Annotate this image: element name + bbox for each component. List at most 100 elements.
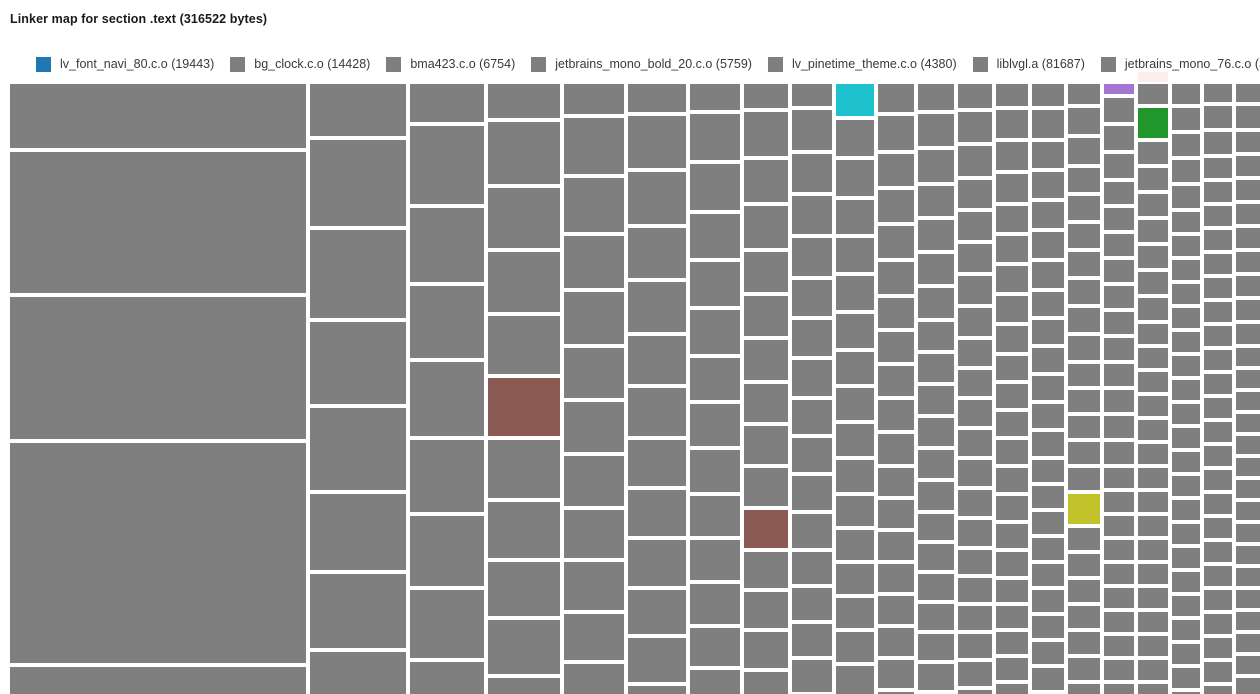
treemap-cell[interactable] bbox=[1172, 620, 1200, 640]
treemap-cell[interactable] bbox=[1032, 564, 1064, 586]
treemap-cell[interactable] bbox=[1204, 398, 1232, 418]
treemap-cell[interactable] bbox=[1236, 590, 1260, 608]
treemap-cell[interactable] bbox=[1032, 232, 1064, 258]
legend-item[interactable]: jetbrains_mono_76.c.o (3321) bbox=[1100, 56, 1260, 72]
treemap-cell[interactable] bbox=[628, 686, 686, 694]
treemap-cell[interactable] bbox=[1068, 416, 1100, 438]
treemap-cell[interactable] bbox=[1236, 276, 1260, 296]
treemap-cell[interactable] bbox=[1204, 106, 1232, 128]
treemap-cell[interactable] bbox=[878, 468, 914, 496]
treemap-cell[interactable] bbox=[1068, 528, 1100, 550]
treemap-cell[interactable] bbox=[1032, 172, 1064, 198]
treemap-cell[interactable] bbox=[1138, 246, 1168, 268]
treemap-cell[interactable] bbox=[744, 468, 788, 506]
treemap-cell[interactable] bbox=[1172, 284, 1200, 304]
treemap-cell[interactable] bbox=[1068, 390, 1100, 412]
treemap-cell[interactable] bbox=[10, 84, 306, 148]
treemap-cell[interactable] bbox=[996, 496, 1028, 520]
treemap-cell[interactable] bbox=[410, 126, 484, 204]
treemap-cell[interactable] bbox=[1204, 590, 1232, 610]
treemap-cell[interactable] bbox=[878, 366, 914, 396]
treemap-cell[interactable] bbox=[878, 298, 914, 328]
treemap-cell[interactable] bbox=[1032, 512, 1064, 534]
treemap-cell[interactable] bbox=[1172, 160, 1200, 182]
treemap-cell[interactable] bbox=[1104, 540, 1134, 560]
treemap-cell[interactable] bbox=[310, 322, 406, 404]
treemap-cell[interactable] bbox=[878, 434, 914, 464]
treemap-cell[interactable] bbox=[690, 164, 740, 210]
treemap-cell[interactable] bbox=[958, 634, 992, 658]
treemap-cell[interactable] bbox=[1104, 636, 1134, 656]
treemap-cell[interactable] bbox=[1236, 228, 1260, 248]
treemap-cell[interactable] bbox=[744, 340, 788, 380]
treemap-cell[interactable] bbox=[1104, 564, 1134, 584]
treemap-cell[interactable] bbox=[744, 252, 788, 292]
treemap-cell[interactable] bbox=[1172, 452, 1200, 472]
treemap-cell[interactable] bbox=[792, 110, 832, 150]
treemap-cell[interactable] bbox=[1068, 554, 1100, 576]
treemap-cell[interactable] bbox=[792, 84, 832, 106]
treemap-cell[interactable] bbox=[958, 690, 992, 694]
treemap-cell[interactable] bbox=[918, 418, 954, 446]
treemap-cell[interactable] bbox=[690, 670, 740, 694]
treemap-cell[interactable] bbox=[1068, 494, 1100, 524]
legend-item[interactable]: bma423.c.o (6754) bbox=[386, 56, 515, 72]
treemap-cell[interactable] bbox=[1204, 182, 1232, 202]
treemap-cell[interactable] bbox=[1138, 516, 1168, 536]
treemap-cell[interactable] bbox=[1068, 168, 1100, 192]
treemap-cell[interactable] bbox=[1236, 84, 1260, 102]
treemap-cell[interactable] bbox=[628, 336, 686, 384]
treemap-cell[interactable] bbox=[744, 384, 788, 422]
treemap-cell[interactable] bbox=[1104, 338, 1134, 360]
treemap-cell[interactable] bbox=[564, 456, 624, 506]
treemap-cell[interactable] bbox=[1172, 332, 1200, 352]
treemap-cell[interactable] bbox=[310, 652, 406, 694]
treemap-cell[interactable] bbox=[1138, 142, 1168, 164]
treemap-cell[interactable] bbox=[1204, 374, 1232, 394]
treemap-cell[interactable] bbox=[1138, 324, 1168, 344]
treemap-cell[interactable] bbox=[410, 590, 484, 658]
treemap-cell[interactable] bbox=[1104, 312, 1134, 334]
treemap-cell[interactable] bbox=[1032, 142, 1064, 168]
treemap-cell[interactable] bbox=[878, 500, 914, 528]
treemap-cell[interactable] bbox=[1138, 564, 1168, 584]
treemap-cell[interactable] bbox=[1138, 468, 1168, 488]
treemap-cell[interactable] bbox=[1138, 272, 1168, 294]
treemap-cell[interactable] bbox=[1172, 548, 1200, 568]
treemap-cell[interactable] bbox=[958, 606, 992, 630]
treemap-cell[interactable] bbox=[1172, 134, 1200, 156]
treemap-cell[interactable] bbox=[628, 116, 686, 168]
treemap-cell[interactable] bbox=[310, 84, 406, 136]
treemap-cell[interactable] bbox=[1236, 106, 1260, 128]
treemap-cell[interactable] bbox=[792, 238, 832, 276]
treemap-cell[interactable] bbox=[918, 604, 954, 630]
treemap-cell[interactable] bbox=[958, 146, 992, 176]
treemap-cell[interactable] bbox=[1172, 380, 1200, 400]
treemap-cell[interactable] bbox=[1068, 280, 1100, 304]
treemap-cell[interactable] bbox=[958, 308, 992, 336]
treemap-cell[interactable] bbox=[1138, 220, 1168, 242]
treemap-cell[interactable] bbox=[628, 440, 686, 486]
treemap-cell[interactable] bbox=[690, 114, 740, 160]
treemap-cell[interactable] bbox=[996, 142, 1028, 170]
treemap-cell[interactable] bbox=[1138, 612, 1168, 632]
treemap-cell[interactable] bbox=[878, 596, 914, 624]
treemap-cell[interactable] bbox=[878, 692, 914, 694]
treemap-cell[interactable] bbox=[1104, 234, 1134, 256]
treemap-cell[interactable] bbox=[836, 160, 874, 196]
treemap-cell[interactable] bbox=[1138, 194, 1168, 216]
treemap-cell[interactable] bbox=[958, 180, 992, 208]
treemap-cell[interactable] bbox=[310, 408, 406, 490]
treemap-cell[interactable] bbox=[1138, 84, 1168, 104]
treemap-cell[interactable] bbox=[1032, 292, 1064, 316]
treemap-cell[interactable] bbox=[1204, 494, 1232, 514]
treemap-cell[interactable] bbox=[1204, 422, 1232, 442]
treemap-cell[interactable] bbox=[996, 174, 1028, 202]
treemap-cell[interactable] bbox=[1236, 502, 1260, 520]
treemap-cell[interactable] bbox=[996, 296, 1028, 322]
treemap-cell[interactable] bbox=[792, 360, 832, 396]
treemap-cell[interactable] bbox=[1172, 186, 1200, 208]
treemap-cell[interactable] bbox=[564, 348, 624, 398]
treemap-cell[interactable] bbox=[792, 196, 832, 234]
treemap-cell[interactable] bbox=[958, 370, 992, 396]
